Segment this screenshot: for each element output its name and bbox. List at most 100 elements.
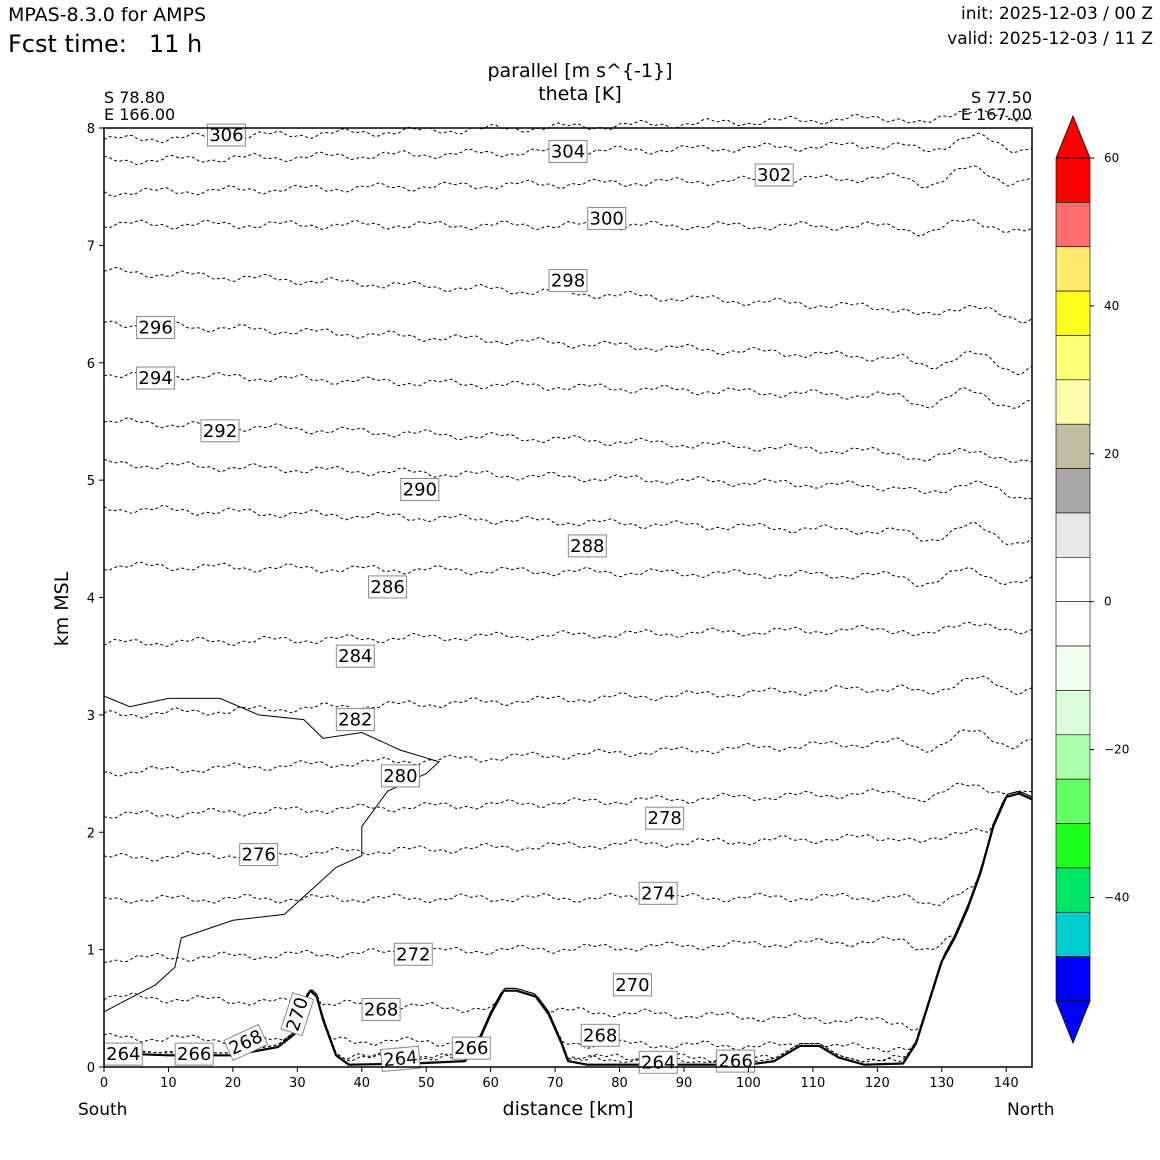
contour-label-270-text: 270: [615, 975, 649, 996]
left-lat: S 78.80: [104, 88, 166, 107]
contour-label-272-text: 272: [396, 944, 430, 965]
theta-contour-268: [103, 791, 1033, 1053]
contour-label-268: 268: [361, 998, 401, 1021]
contour-label-276-text: 276: [242, 845, 276, 866]
contour-label-270: 270: [612, 973, 652, 997]
contour-label-306-box: [206, 123, 246, 147]
contour-label-264: 264: [103, 1042, 143, 1066]
right-endpoint-coords: S 77.50 E 167.00: [961, 89, 1032, 123]
x-tick-label-140: 140: [994, 1076, 1019, 1091]
contour-label-298-box: [548, 269, 588, 293]
contour-label-284: 284: [335, 644, 375, 668]
x-tick-label-0: 0: [100, 1076, 108, 1091]
x-tick-label-130: 130: [929, 1076, 954, 1091]
contour-label-288: 288: [567, 534, 607, 558]
colorbar-cell-4: [1055, 335, 1091, 381]
left-lon: E 166.00: [104, 105, 176, 124]
theta-contour-284: [103, 621, 1033, 647]
y-tick-label-4: 4: [87, 592, 95, 607]
contour-label-extra-3-box: [174, 1042, 214, 1066]
contour-label-296: 296: [136, 316, 176, 339]
y-axis-label: km MSL: [51, 571, 73, 647]
contour-label-268-box: [361, 998, 401, 1021]
theta-contour-270: [103, 791, 1033, 1031]
colorbar-cell-9: [1055, 557, 1091, 602]
colorbar-tick-label-0: 0: [1104, 595, 1112, 609]
colorbar-cell-0: [1055, 157, 1091, 203]
contour-label-290: 290: [400, 478, 440, 501]
contour-label-extra-0-box: [280, 992, 315, 1037]
x-tick-label-60: 60: [482, 1076, 499, 1091]
chart-title: parallel [m s^{-1}]: [487, 60, 673, 82]
right-lat: S 77.50: [970, 88, 1032, 107]
valid-time: valid: 2025-12-03 / 11 Z: [947, 29, 1153, 49]
colorbar-cell-14: [1055, 778, 1091, 824]
theta-contour-294: [103, 369, 1033, 409]
contour-label-296-box: [136, 316, 176, 339]
colorbar-cell-5: [1055, 379, 1091, 425]
contour-label-extra-6-text: 264: [641, 1052, 675, 1073]
theta-contour-288: [103, 505, 1033, 546]
y-tick-label-6: 6: [87, 357, 95, 372]
fcst-value: 11 h: [148, 30, 203, 58]
forecast-time: Fcst time: 11 h: [8, 30, 202, 58]
theta-contour-302: [103, 165, 1033, 198]
contour-label-extra-2-box: [580, 1023, 620, 1047]
contour-label-304: 304: [548, 140, 588, 163]
contour-label-304-box: [548, 140, 588, 163]
contour-label-276-box: [239, 843, 279, 867]
y-tick-label-3: 3: [87, 709, 95, 724]
x-tick-label-30: 30: [289, 1076, 306, 1091]
theta-contour-306: [103, 109, 1033, 144]
contour-label-266: 266: [451, 1036, 491, 1060]
contour-label-extra-3-text: 266: [177, 1044, 211, 1065]
contour-label-278-text: 278: [648, 808, 682, 829]
contour-label-266-box: [451, 1036, 491, 1060]
contour-label-274-text: 274: [641, 883, 675, 904]
x-tick-label-80: 80: [611, 1076, 628, 1091]
contour-label-278-box: [645, 806, 685, 830]
contour-label-294-text: 294: [138, 368, 172, 389]
contour-label-300-box: [587, 206, 627, 230]
contour-label-292: 292: [200, 419, 240, 443]
contour-label-extra-4-text: 266: [718, 1051, 752, 1072]
contour-label-extra-5-text: 264: [382, 1047, 418, 1071]
x-tick-label-90: 90: [676, 1076, 693, 1091]
contour-label-302-text: 302: [757, 165, 791, 186]
contour-label-extra-0-text: 270: [282, 995, 313, 1034]
x-tick-label-50: 50: [418, 1076, 435, 1091]
contour-label-272: 272: [393, 942, 433, 966]
contour-label-300: 300: [587, 206, 627, 230]
contour-label-288-text: 288: [570, 536, 604, 557]
contour-label-302: 302: [754, 163, 794, 187]
colorbar-cell-12: [1055, 690, 1091, 736]
contour-label-292-box: [200, 419, 240, 443]
y-tick-label-2: 2: [87, 826, 95, 841]
contour-label-extra-5: 264: [379, 1045, 421, 1072]
y-tick-label-5: 5: [87, 474, 95, 489]
theta-contour-280: [104, 729, 1033, 778]
axes: 0 10 20 30 40 50 60 70 80 90 100 110 120 130 140 0 1 2 3 4 5…: [87, 122, 1033, 1091]
north-end-label: North: [1007, 1100, 1055, 1120]
colorbar-cell-8: [1055, 512, 1091, 558]
contour-label-294: 294: [136, 366, 176, 390]
colorbar-tick-label--20: −20: [1104, 743, 1129, 757]
right-lon: E 167.00: [960, 105, 1032, 124]
fcst-label: Fcst time:: [8, 30, 127, 58]
contour-label-extra-1-box: [223, 1023, 269, 1062]
contour-label-306-text: 306: [209, 125, 243, 146]
contour-label-extra-2: 268: [580, 1023, 620, 1047]
x-tick-label-100: 100: [736, 1076, 761, 1091]
colorbar-cell-15: [1055, 823, 1091, 869]
contour-label-288-box: [567, 534, 607, 558]
contour-label-296-text: 296: [138, 318, 172, 339]
contour-label-286: 286: [368, 575, 408, 599]
theta-contour-272: [103, 791, 1033, 963]
colorbar: 60 40 20 0 −20 −40: [1055, 114, 1129, 1045]
terrain-layer: [103, 792, 1033, 1066]
theta-contour-292: [103, 417, 1033, 464]
contour-label-282-box: [335, 708, 375, 732]
y-tick-label-7: 7: [87, 239, 95, 254]
contour-label-266-text: 266: [454, 1038, 488, 1059]
contour-label-extra-1: 268: [223, 1023, 269, 1062]
